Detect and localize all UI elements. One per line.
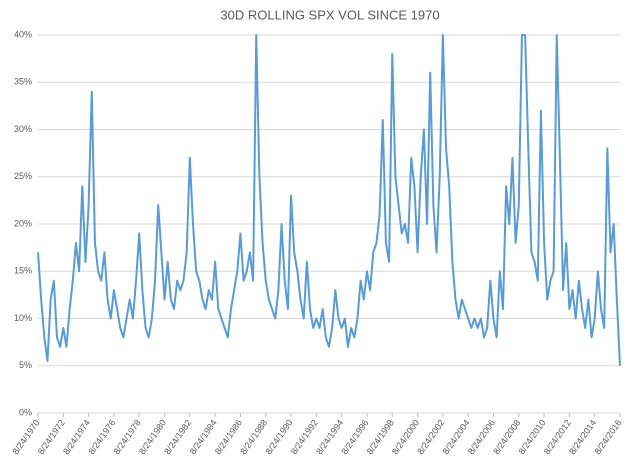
y-tick-label: 20% — [14, 218, 32, 228]
y-tick-label: 35% — [14, 77, 32, 87]
y-tick-label: 25% — [14, 171, 32, 181]
y-tick-label: 5% — [19, 360, 32, 370]
y-tick-label: 40% — [14, 29, 32, 39]
y-tick-label: 10% — [14, 313, 32, 323]
line-series — [37, 34, 621, 366]
y-tick-label: 30% — [14, 124, 32, 134]
chart-title: 30D ROLLING SPX VOL SINCE 1970 — [220, 7, 439, 22]
y-tick-label: 0% — [19, 407, 32, 417]
y-tick-label: 15% — [14, 266, 32, 276]
